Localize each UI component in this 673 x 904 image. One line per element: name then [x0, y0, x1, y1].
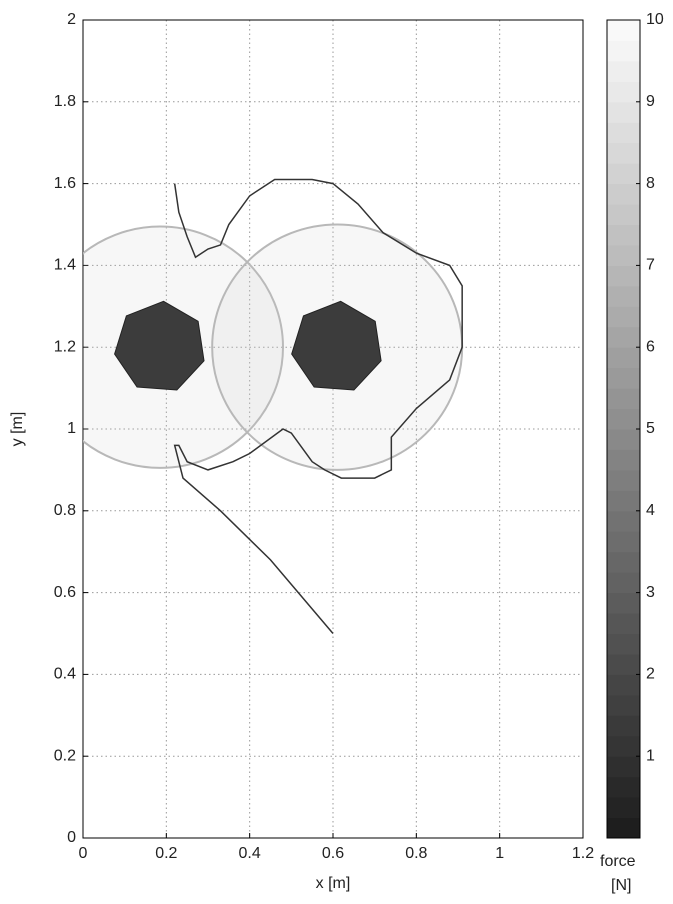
colorbar-step [607, 552, 640, 573]
colorbar-tick-label: 8 [646, 175, 655, 192]
x-tick-label: 1 [495, 845, 504, 862]
y-tick-label: 0 [67, 829, 76, 846]
y-tick-label: 0.2 [54, 747, 76, 764]
colorbar-step [607, 225, 640, 246]
colorbar-step [607, 81, 640, 102]
chart: x [m] y [m] force [N] 0 0.2 0.4 0.6 0.8 1 1.2 0… [0, 0, 673, 899]
x-tick-label: 0.2 [155, 845, 177, 862]
colorbar-step [607, 286, 640, 307]
colorbar-step [607, 143, 640, 164]
colorbar-step [607, 245, 640, 266]
colorbar-step [607, 674, 640, 695]
x-tick-label: 0.6 [322, 845, 344, 862]
colorbar-step [607, 695, 640, 716]
colorbar-step [607, 490, 640, 511]
colorbar-step [607, 613, 640, 634]
colorbar-step [607, 20, 640, 41]
x-tick-label: 1.2 [572, 845, 594, 862]
colorbar-step [607, 327, 640, 348]
colorbar-step [607, 531, 640, 552]
colorbar-step [607, 368, 640, 389]
colorbar-label: [N] [611, 877, 631, 894]
y-tick-label: 2 [67, 11, 76, 28]
colorbar-tick-label: 3 [646, 584, 655, 601]
colorbar-tick-label: 5 [646, 420, 655, 437]
colorbar-step [607, 102, 640, 123]
colorbar-step [607, 429, 640, 450]
x-tick-label: 0.8 [405, 845, 427, 862]
y-tick-label: 0.8 [54, 502, 76, 519]
colorbar-step [607, 756, 640, 777]
colorbar-tick-label: 10 [646, 11, 664, 28]
colorbar-step [607, 184, 640, 205]
colorbar-tick-label: 7 [646, 257, 655, 274]
y-tick-label: 1.2 [54, 338, 76, 355]
colorbar-step [607, 572, 640, 593]
colorbar-step [607, 511, 640, 532]
colorbar-step [607, 40, 640, 61]
colorbar-tick-label: 6 [646, 338, 655, 355]
colorbar-tick-label: 1 [646, 747, 655, 764]
colorbar-step [607, 409, 640, 430]
colorbar-step [607, 265, 640, 286]
colorbar-label: force [600, 853, 636, 870]
colorbar-step [607, 593, 640, 614]
colorbar-step [607, 347, 640, 368]
colorbar-step [607, 818, 640, 839]
y-tick-label: 1.6 [54, 175, 76, 192]
colorbar-step [607, 204, 640, 225]
colorbar-tick-label: 9 [646, 93, 655, 110]
colorbar-tick-label: 2 [646, 666, 655, 683]
colorbar-step [607, 449, 640, 470]
colorbar-step [607, 797, 640, 818]
colorbar-step [607, 470, 640, 491]
colorbar-step [607, 163, 640, 184]
y-axis-label: y [m] [9, 412, 26, 447]
x-axis-label: x [m] [316, 875, 351, 892]
colorbar-step [607, 654, 640, 675]
colorbar-step [607, 715, 640, 736]
colorbar-step [607, 736, 640, 757]
x-tick-label: 0.4 [239, 845, 261, 862]
x-tick-label: 0 [79, 845, 88, 862]
y-tick-label: 0.6 [54, 584, 76, 601]
colorbar-step [607, 634, 640, 655]
colorbar-step [607, 61, 640, 82]
colorbar-tick-label: 4 [646, 502, 655, 519]
y-tick-label: 1.4 [54, 257, 76, 274]
y-tick-label: 0.4 [54, 666, 76, 683]
colorbar-step [607, 777, 640, 798]
colorbar-step [607, 306, 640, 327]
y-tick-label: 1 [67, 420, 76, 437]
y-tick-label: 1.8 [54, 93, 76, 110]
colorbar-step [607, 388, 640, 409]
colorbar-step [607, 122, 640, 143]
